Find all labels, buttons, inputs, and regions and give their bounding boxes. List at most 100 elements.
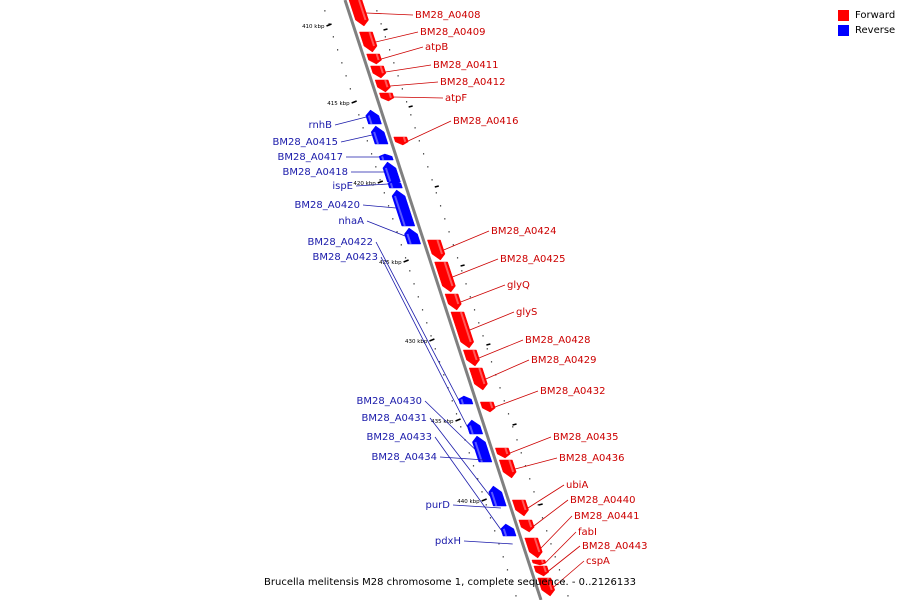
gene-BM28_A0430 [472, 435, 493, 463]
label-leader [366, 220, 406, 237]
guide-dot [366, 140, 368, 142]
guide-dot [482, 335, 484, 337]
gene-nhaA [404, 227, 422, 245]
gene-shade [358, 0, 367, 21]
guide-dot [499, 387, 501, 389]
gene-shade [521, 499, 527, 511]
guide-dot [417, 296, 419, 298]
guide-dot [516, 439, 518, 441]
gene-label-reverse: BM28_A0415 [272, 137, 338, 148]
guide-dot [401, 88, 403, 90]
sequence-caption: Brucella melitensis M28 chromosome 1, co… [264, 577, 636, 588]
legend-label-reverse: Reverse [855, 25, 896, 36]
gene-label-forward: ubiA [566, 480, 588, 491]
gene-atpB [366, 53, 382, 65]
gene-label-reverse: purD [426, 500, 451, 511]
gene-shade [508, 459, 515, 473]
gene-shade [460, 398, 464, 405]
gene-shade [542, 565, 547, 573]
gene-BM28_A0433 [500, 523, 517, 537]
gene-shade [540, 559, 544, 564]
label-leader [485, 359, 530, 380]
gene-shade [527, 519, 533, 528]
tick-mark [455, 418, 461, 422]
gene-label-forward: BM28_A0441 [574, 511, 640, 522]
gene-shade [389, 182, 394, 189]
label-leader [381, 46, 424, 60]
guide-dot [478, 322, 480, 324]
tick-mark [326, 23, 332, 27]
gene-label-forward: BM28_A0412 [440, 77, 506, 88]
gene-shade [469, 425, 474, 435]
guide-dot [472, 465, 475, 467]
gene-label-reverse: BM28_A0430 [356, 396, 422, 407]
gene-shade [373, 131, 379, 145]
guide-dot [430, 335, 432, 337]
label-leader [452, 504, 501, 509]
gene-label-forward: BM28_A0424 [491, 226, 557, 237]
gene-shade [454, 293, 460, 305]
gene-label-reverse: BM28_A0433 [366, 432, 432, 443]
guide-dot [477, 478, 479, 480]
guide-dot [387, 205, 390, 207]
guide-dot [507, 413, 510, 415]
guide-dot [461, 270, 463, 272]
guide-dot [468, 452, 470, 454]
tick-mark [481, 498, 487, 502]
tick-label: 410 kbp [302, 24, 325, 30]
gene-BM28_A0424 [427, 239, 446, 261]
label-leader [509, 436, 552, 454]
gene-label-forward: glyQ [507, 280, 530, 291]
gene-BM28_A0415 [370, 125, 389, 145]
guide-dot [490, 361, 493, 363]
guide-dot [486, 348, 488, 350]
guide-dot [396, 231, 398, 233]
gene-label-forward: BM28_A0435 [553, 432, 619, 443]
gene-BM28_A0420 [391, 189, 416, 227]
guide-dot [537, 504, 539, 506]
gene-label-forward: BM28_A0408 [415, 10, 481, 21]
gene-label-reverse: BM28_A0420 [294, 200, 360, 211]
guide-dot [427, 166, 429, 168]
guide-dot [375, 166, 377, 168]
label-leader [334, 116, 367, 126]
gene-features [348, 0, 556, 597]
guide-dot [554, 556, 556, 558]
guide-dot [379, 179, 381, 181]
gene-shade [472, 349, 478, 361]
label-leader [439, 456, 486, 461]
guide-dot [515, 595, 517, 597]
guide-dot [383, 192, 385, 194]
guide-dot [337, 49, 339, 51]
gene-label-reverse: BM28_A0434 [371, 452, 437, 463]
label-leader [390, 81, 439, 87]
guide-dot [503, 400, 505, 402]
guide-dot [370, 153, 373, 155]
label-leader [443, 230, 490, 251]
gene-BM28_A0432 [479, 401, 496, 413]
guide-dot [341, 62, 343, 64]
guide-dot [409, 270, 411, 272]
guide-dot [413, 283, 415, 285]
label-leader [362, 204, 396, 209]
label-leader [380, 256, 468, 428]
label-leader [540, 515, 573, 549]
gene-cspA [537, 577, 556, 597]
gene-label-forward: BM28_A0429 [531, 355, 597, 366]
gene-BM28_A0443 [533, 565, 550, 577]
guide-dot [524, 465, 527, 467]
guide-dot [444, 218, 446, 220]
guide-dot [362, 127, 364, 129]
guide-dot [447, 387, 449, 389]
guide-dot [481, 491, 483, 493]
guide-dot [563, 582, 565, 584]
label-leader [366, 12, 414, 16]
legend-label-forward: Forward [855, 10, 896, 21]
guide-dot [439, 205, 442, 207]
guide-dot [435, 192, 437, 194]
tick-mark-right [512, 423, 517, 426]
gene-shade [384, 79, 389, 88]
tick-mark-right [408, 105, 413, 108]
legend-swatch-forward [838, 10, 849, 21]
guide-dot [404, 257, 407, 259]
